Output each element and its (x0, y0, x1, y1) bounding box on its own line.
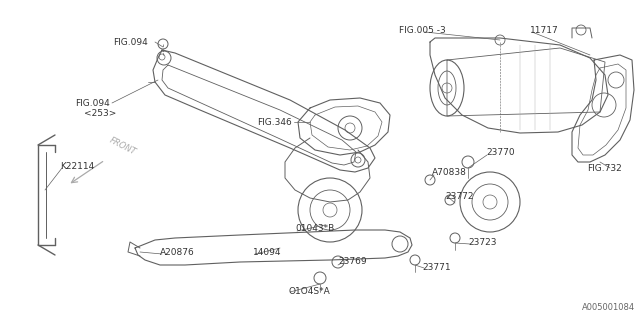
Text: K22114: K22114 (60, 162, 94, 171)
Text: 23723: 23723 (468, 237, 497, 246)
Text: A70838: A70838 (432, 167, 467, 177)
Text: FRONT: FRONT (108, 136, 138, 157)
Text: 23771: 23771 (422, 263, 451, 273)
Text: 23769: 23769 (338, 258, 367, 267)
Text: 01043*B: 01043*B (295, 223, 334, 233)
Text: FIG.732: FIG.732 (588, 164, 622, 172)
Text: 23772: 23772 (445, 191, 474, 201)
Text: FIG.346: FIG.346 (257, 117, 292, 126)
Text: A005001084: A005001084 (582, 303, 635, 312)
Text: 14094: 14094 (253, 247, 282, 257)
Text: FIG.005 -3: FIG.005 -3 (399, 26, 445, 35)
Text: O1O4S*A: O1O4S*A (288, 287, 330, 297)
Text: FIG.094: FIG.094 (113, 37, 148, 46)
Text: FIG.094: FIG.094 (76, 99, 110, 108)
Text: 11717: 11717 (530, 26, 559, 35)
Text: 23770: 23770 (486, 148, 515, 156)
Text: <253>: <253> (84, 108, 116, 117)
Text: A20876: A20876 (160, 247, 195, 257)
